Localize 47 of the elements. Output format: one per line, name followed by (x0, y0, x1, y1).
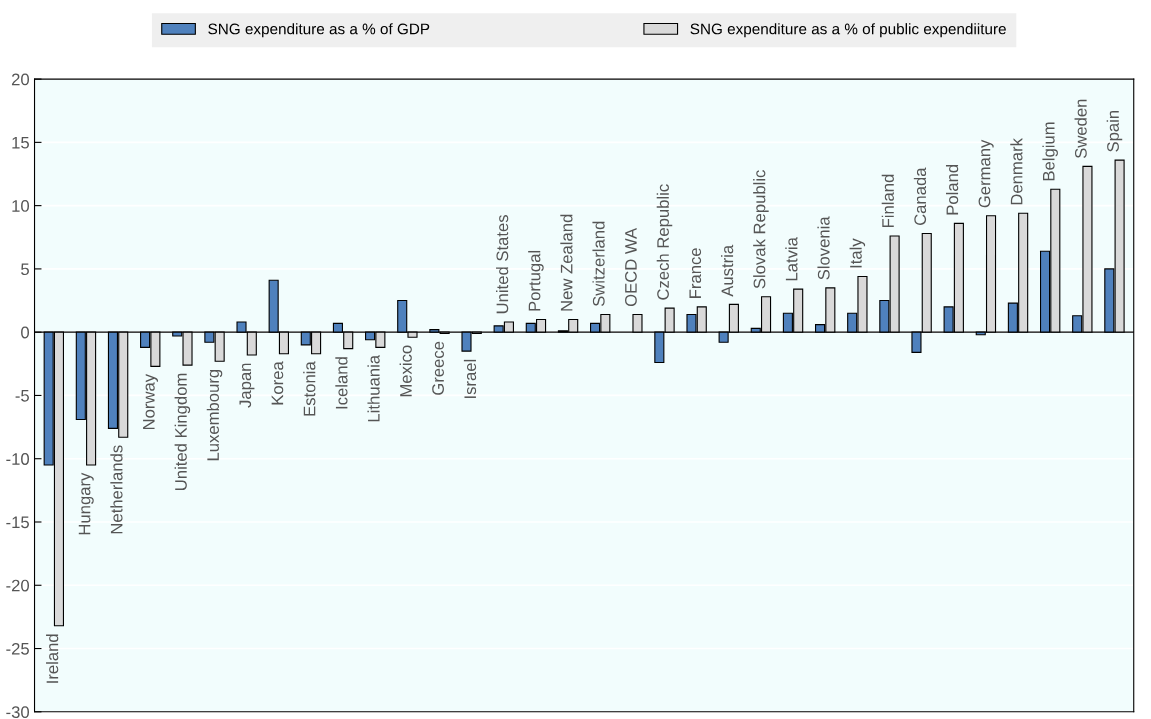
x-tick-label: Lithuania (367, 354, 380, 422)
x-tick-label: United States (496, 215, 509, 314)
y-tick-label: -10 (6, 453, 30, 465)
x-tick-label: Latvia (785, 237, 798, 281)
y-tick-label: -25 (6, 642, 29, 655)
y-tick-label: -20 (6, 579, 30, 592)
y-tick-label: -15 (6, 516, 29, 529)
x-tick-label: Switzerland (592, 221, 605, 307)
legend-label: SNG expenditure as a % of GDP (208, 23, 430, 38)
x-tick-label: Germany (978, 139, 994, 208)
y-tick-label: 5 (21, 263, 29, 276)
x-tick-label: United Kingdom (174, 373, 191, 490)
x-tick-label: Hungary (78, 472, 94, 535)
x-tick-label: Austria (721, 244, 734, 297)
x-tick-label: Portugal (528, 250, 544, 311)
x-tick-label: Slovenia (817, 216, 830, 280)
x-tick-label: Slovak Republic (753, 170, 769, 289)
y-tick-label: -5 (15, 390, 29, 402)
x-tick-label: Israel (463, 359, 477, 398)
y-tick-label: 10 (12, 200, 30, 212)
x-tick-label: Japan (239, 363, 255, 408)
x-tick-label: Italy (849, 238, 866, 268)
x-tick-label: Iceland (335, 357, 348, 409)
y-tick-label: -30 (6, 706, 30, 719)
y-tick-label: 20 (11, 73, 30, 86)
x-tick-label: Spain (1106, 110, 1123, 152)
x-tick-label: Sweden (1074, 99, 1087, 159)
y-tick-label: 0 (21, 326, 30, 339)
x-tick-label: France (689, 248, 702, 298)
x-tick-label: Denmark (1010, 138, 1023, 205)
x-tick-label: Estonia (303, 361, 316, 416)
x-tick-label: Netherlands (110, 445, 123, 534)
x-tick-label: Canada (913, 167, 927, 226)
x-tick-label: Korea (271, 361, 284, 405)
legend-label: SNG expenditure as a % of public expendiiture (690, 23, 1006, 38)
x-tick-label: Poland (945, 164, 959, 215)
y-tick-label: 15 (12, 136, 29, 149)
x-tick-label: Belgium (1042, 122, 1058, 181)
x-tick-label: Luxembourg (206, 369, 223, 461)
x-tick-label: Mexico (399, 345, 412, 397)
x-tick-label: Ireland (46, 634, 59, 683)
x-tick-label: Czech Republic (656, 184, 673, 300)
x-tick-label: OECD WA (625, 227, 637, 307)
x-tick-label: Finland (881, 174, 894, 228)
x-tick-label: Norway (143, 373, 158, 430)
x-tick-label: New Zealand (560, 214, 573, 311)
x-tick-label: Greece (432, 341, 444, 395)
